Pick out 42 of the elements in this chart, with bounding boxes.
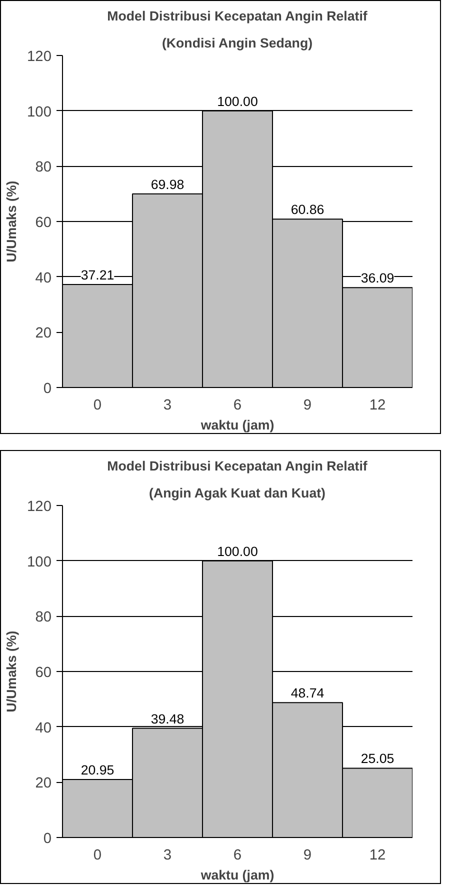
- y-tick-label: 40: [35, 270, 52, 286]
- data-label: 20.95: [80, 762, 114, 778]
- x-tick-label: 6: [233, 398, 242, 414]
- x-tick-label: 6: [233, 848, 242, 864]
- y-tick-label: 100: [27, 104, 52, 120]
- y-axis-title: U/Umaks (%): [4, 180, 20, 262]
- y-tick-label: 80: [35, 160, 52, 176]
- y-tick-label: 120: [27, 499, 52, 515]
- x-tick-label: 12: [369, 848, 386, 864]
- data-label: 37.21: [80, 268, 114, 283]
- y-axis-title: U/Umaks (%): [4, 630, 20, 712]
- y-tick-label: 20: [35, 326, 52, 342]
- y-tick-label: 100: [27, 554, 52, 570]
- y-tick-label: 60: [35, 215, 52, 231]
- chart-title: Model Distribusi Kecepatan Angin Relatif: [107, 458, 368, 474]
- x-axis-title: waktu (jam): [200, 418, 274, 432]
- y-tick-label: 0: [43, 831, 52, 847]
- x-tick-label: 3: [163, 848, 172, 864]
- x-tick-label: 9: [303, 398, 312, 414]
- data-label: 60.86: [290, 202, 324, 218]
- chart-title: Model Distribusi Kecepatan Angin Relatif: [107, 8, 368, 24]
- x-tick-label: 12: [369, 398, 386, 414]
- data-label: 36.09: [360, 270, 394, 286]
- data-label: 69.98: [150, 176, 184, 192]
- y-tick-label: 40: [35, 720, 52, 736]
- x-tick-label: 0: [93, 848, 102, 864]
- x-axis-title: waktu (jam): [200, 868, 274, 882]
- chart-subtitle: (Angin Agak Kuat dan Kuat): [149, 486, 326, 500]
- x-tick-label: 9: [303, 848, 312, 864]
- y-tick-label: 80: [35, 610, 52, 626]
- data-label: 48.74: [290, 686, 325, 701]
- data-label: 39.48: [150, 711, 184, 726]
- y-tick-label: 20: [35, 776, 52, 792]
- y-tick-label: 120: [27, 49, 52, 65]
- data-label: 25.05: [360, 751, 394, 766]
- y-tick-label: 0: [43, 381, 52, 397]
- y-tick-label: 60: [35, 665, 52, 681]
- x-tick-label: 0: [93, 398, 102, 414]
- data-label: 100.00: [217, 544, 258, 559]
- chart-subtitle: (Kondisi Angin Sedang): [162, 36, 313, 50]
- data-label: 100.00: [217, 94, 258, 109]
- x-tick-label: 3: [163, 398, 172, 414]
